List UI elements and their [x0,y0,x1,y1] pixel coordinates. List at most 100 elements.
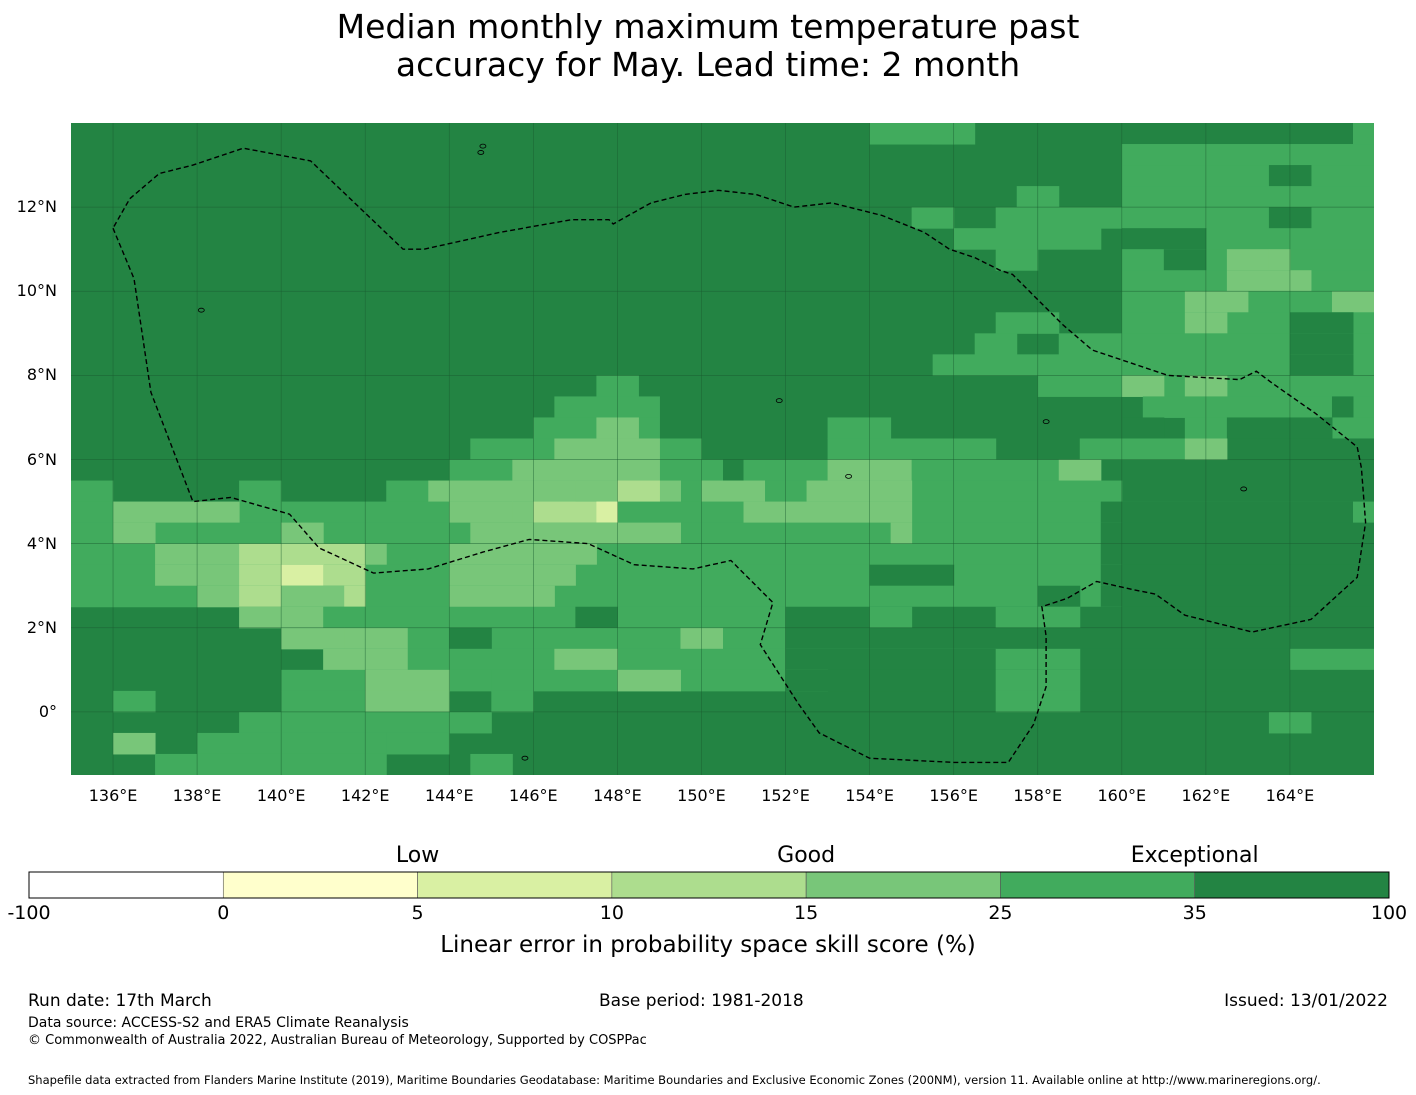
skill-cell [449,585,555,608]
eez-boundary [112,147,1367,764]
skill-cell [449,543,597,566]
skill-cell [491,669,534,692]
skill-cell [1121,375,1165,397]
issued-date: Issued: 13/01/2022 [1224,991,1388,1011]
skill-cell [281,690,366,713]
skill-cell [386,732,450,755]
lon-tick-label: 162°E [1181,786,1231,805]
skill-cell [113,690,156,713]
skill-cell [1100,522,1374,545]
skill-cell [113,522,156,545]
island-outline [197,307,205,313]
colorbar-category-label: Low [395,843,440,868]
skill-cell [911,207,955,229]
skill-cell [1100,585,1374,608]
lat-tick-label: 4°N [26,533,57,553]
colorbar-tick-label: 10 [599,902,624,924]
lat-tick-label: 8°N [26,365,57,385]
island-outline [845,473,852,479]
skill-cell [281,564,324,587]
skill-cell [1121,438,1186,461]
skill-cell [1289,333,1354,355]
skill-cell [1121,228,1207,250]
lat-tick-label: 0° [38,701,57,721]
lat-tick-label: 12°N [16,197,57,217]
skill-cell [554,396,660,418]
skill-cell [890,522,913,545]
lon-tick-label: 156°E [929,786,978,805]
colorbar-segment [417,871,613,899]
colorbar-tick-label: 35 [1182,902,1207,924]
skill-cell [449,627,492,650]
colorbar-tick-label: 100 [1370,902,1408,924]
skill-cell [1037,585,1081,608]
colorbar-tick-label: 0 [217,902,230,924]
skill-cell [197,732,387,755]
skill-cell [512,459,660,482]
colorbar-tick-label: 25 [988,902,1013,924]
lon-tick-label: 138°E [172,786,222,805]
skill-cell [344,585,366,608]
skill-cell [197,585,240,608]
skill-cell [281,522,324,545]
island-outline [775,398,783,404]
skill-cell [365,543,387,566]
shapefile-credit: Shapefile data extracted from Flanders M… [28,1073,1321,1087]
skill-cell [71,501,1374,524]
lon-tick-label: 164°E [1265,786,1315,805]
skill-cell [365,690,450,713]
lon-tick-label: 148°E [593,786,642,805]
skill-cell [365,669,450,692]
skill-cell [1226,417,1333,439]
skill-cell [239,564,282,587]
data-source: Data source: ACCESS-S2 and ERA5 Climate … [28,1015,409,1031]
skill-cell [491,690,534,713]
skill-cell [869,606,913,629]
skill-cell [1100,564,1374,587]
skill-cell [155,753,387,775]
skill-cell [869,564,955,587]
skill-cell [1079,438,1123,461]
chart-title: Median monthly maximum temperature past … [0,8,1416,84]
skill-map [71,123,1374,775]
colorbar-title: Linear error in probability space skill … [440,932,976,958]
lon-tick-label: 140°E [256,786,306,805]
skill-cell [617,669,681,692]
skill-cell [449,564,576,587]
title-line-1: Median monthly maximum temperature past [336,7,1080,46]
skill-cell [344,627,408,650]
skill-cell [1163,249,1207,271]
skill-cell [953,228,1102,250]
title-line-2: accuracy for May. Lead time: 2 month [395,45,1021,84]
skill-cell [113,732,156,755]
skill-cell [113,501,240,524]
run-date: Run date: 17th March [28,991,212,1011]
skill-cell [281,606,324,629]
skill-cell [1121,186,1374,208]
island-outline [521,755,529,761]
skill-cell [554,438,660,461]
lon-tick-label: 150°E [677,786,726,805]
skill-cell [71,480,114,503]
skill-cell [974,333,1018,355]
colorbar [28,871,1390,899]
skill-cell [1121,144,1374,166]
skill-cell [911,459,1102,482]
skill-cell [1289,312,1354,334]
skill-cell [1352,501,1374,524]
skill-cell [1331,396,1354,418]
skill-cell [743,501,913,524]
lon-tick-label: 144°E [424,786,474,805]
skill-cell [1121,417,1165,439]
skill-cell [554,648,618,671]
skill-cell [1100,543,1374,566]
skill-cell [1226,249,1270,271]
colorbar-segment [28,871,224,899]
colorbar-tick-label: 5 [411,902,424,924]
skill-cell [806,480,913,503]
lon-tick-label: 158°E [1013,786,1063,805]
skill-cell [1142,396,1374,418]
skill-cell [1121,165,1374,187]
base-period: Base period: 1981-2018 [599,991,804,1011]
skill-cell [932,354,1374,376]
